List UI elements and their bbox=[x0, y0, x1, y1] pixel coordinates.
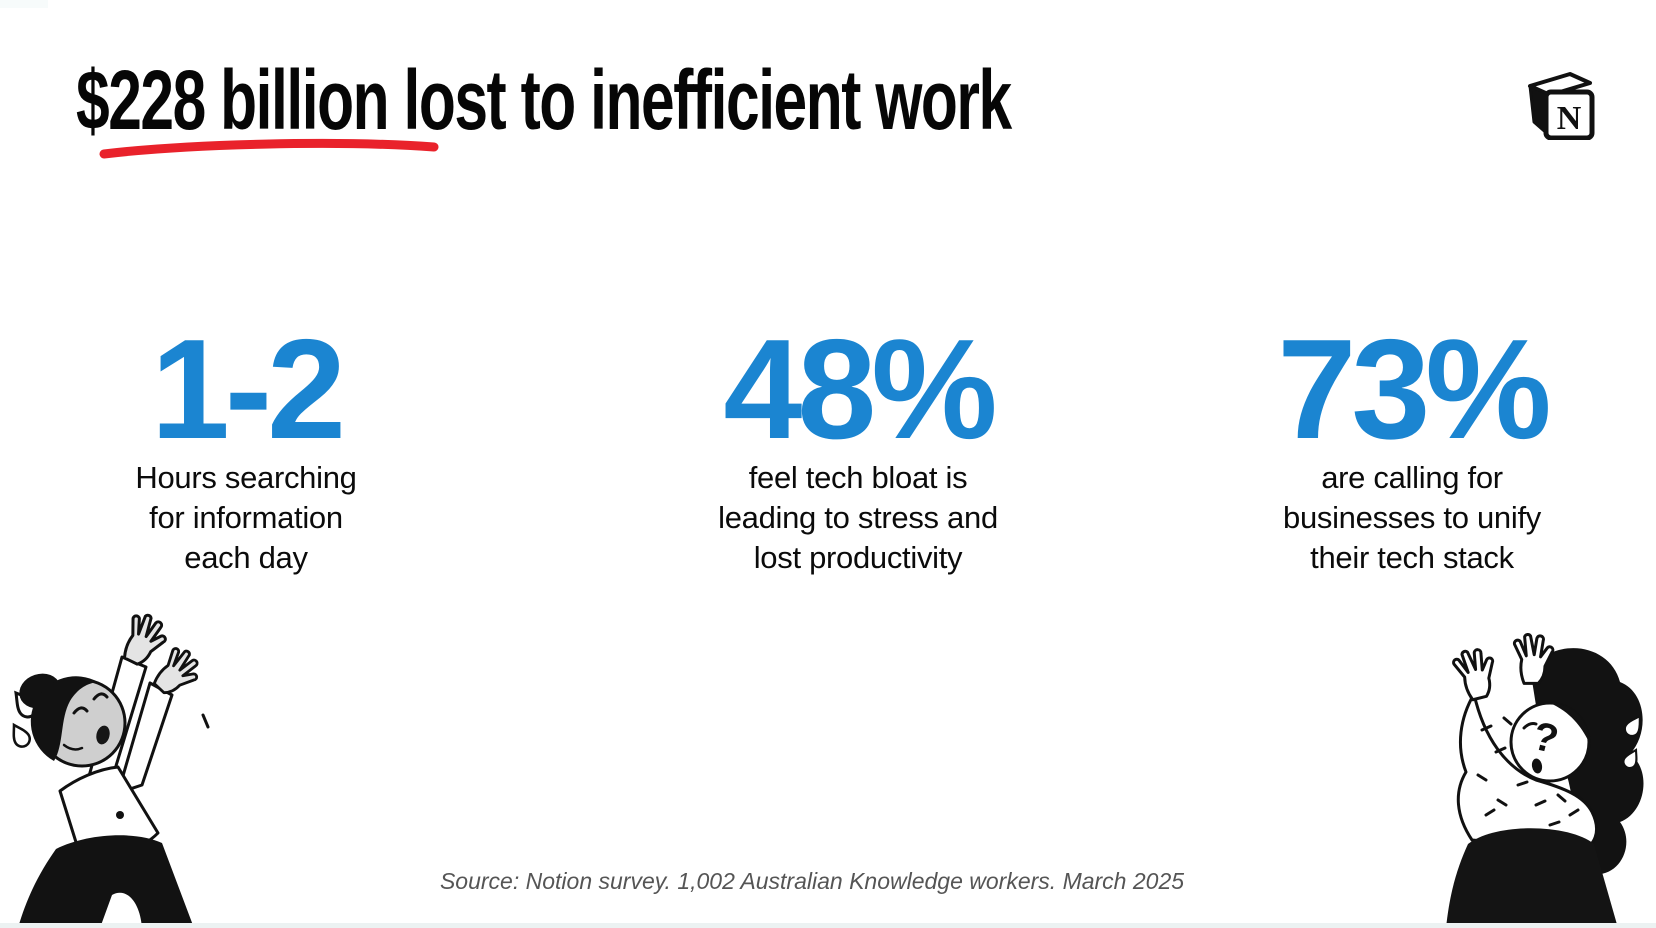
motion-tick bbox=[201, 713, 210, 729]
sweat-drops-icon bbox=[1622, 713, 1642, 770]
corner-artifact bbox=[0, 0, 48, 8]
hair bbox=[30, 676, 98, 761]
stat-label-line: each day bbox=[184, 540, 308, 575]
stat-label-tech-bloat: feel tech bloat is leading to stress and… bbox=[658, 458, 1058, 578]
red-underline-icon bbox=[99, 138, 439, 159]
stat-label-hours: Hours searching for information each day bbox=[46, 458, 446, 578]
stat-label-line: for information bbox=[149, 500, 343, 535]
stat-value-unify: 73% bbox=[1277, 310, 1551, 469]
hand-icon bbox=[152, 647, 199, 695]
stat-label-line: their tech stack bbox=[1310, 540, 1514, 575]
hand-icon bbox=[1512, 633, 1555, 685]
stat-label-line: businesses to unify bbox=[1283, 500, 1541, 535]
skirt bbox=[1446, 828, 1618, 928]
stressed-person-left-illustration bbox=[12, 613, 210, 928]
stressed-person-right-illustration: ? bbox=[1446, 633, 1644, 928]
stat-value-tech-bloat: 48% bbox=[723, 310, 997, 469]
head: ? bbox=[1509, 701, 1591, 783]
source-note: Source: Notion survey. 1,002 Australian … bbox=[439, 868, 1185, 894]
open-mouth bbox=[1531, 758, 1543, 774]
bottom-edge-strip bbox=[0, 923, 1656, 928]
head bbox=[19, 673, 127, 768]
notion-logo-icon: N bbox=[1528, 72, 1595, 140]
stat-label-unify: are calling for businesses to unify thei… bbox=[1212, 458, 1612, 578]
stat-label-line: lost productivity bbox=[753, 540, 963, 575]
hair-fringe bbox=[1550, 703, 1589, 742]
stat-label-line: feel tech bloat is bbox=[748, 460, 968, 495]
stat-label-line: leading to stress and bbox=[718, 500, 998, 535]
hand-icon bbox=[122, 613, 167, 666]
stat-label-line: are calling for bbox=[1321, 460, 1503, 495]
open-mouth bbox=[96, 725, 110, 745]
page-title: $228 billion lost to inefficient work bbox=[76, 53, 1012, 147]
stat-value-hours: 1-2 bbox=[150, 310, 346, 469]
notion-logo-letter: N bbox=[1557, 100, 1582, 137]
hand-icon bbox=[1452, 648, 1495, 702]
stat-label-line: Hours searching bbox=[135, 460, 357, 495]
